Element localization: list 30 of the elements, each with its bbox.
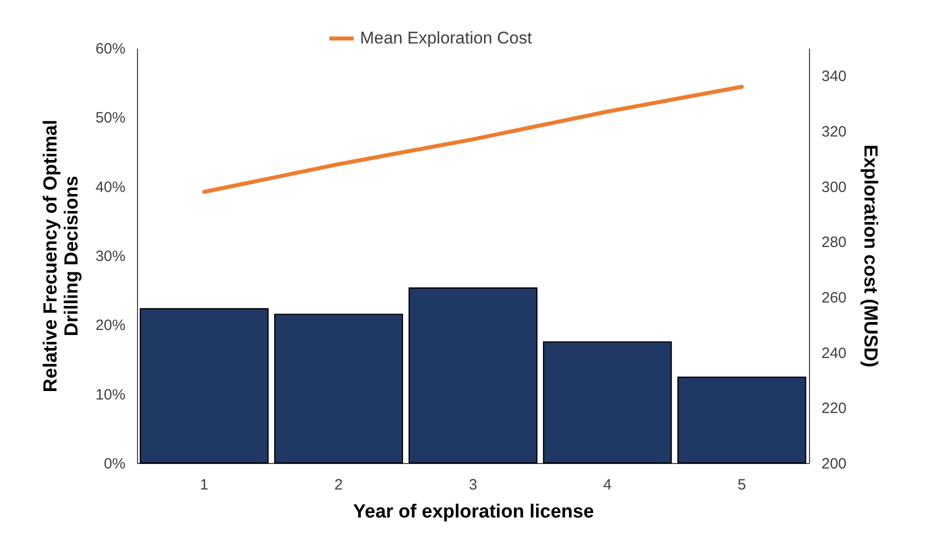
y2-tick-label: 320	[822, 124, 847, 140]
bar	[677, 376, 806, 464]
bar	[542, 341, 672, 464]
y-axis-title: Relative Frecuency of Optimal Drilling Decisions	[40, 120, 82, 392]
y2-tick-label: 220	[822, 400, 847, 418]
x-axis-title: Year of exploration license	[353, 502, 594, 522]
bar	[408, 287, 538, 464]
y2-tick-label: 240	[822, 344, 847, 362]
y2-tick-label: 340	[822, 68, 847, 86]
y-tick-label: 0%	[104, 456, 126, 472]
x-tick-label: 2	[334, 476, 343, 494]
y-tick-label: 50%	[95, 110, 126, 127]
x-tick-label: 4	[603, 476, 612, 494]
y-tick-label: 20%	[95, 317, 126, 334]
y2-tick-label: 200	[822, 456, 847, 472]
bar	[274, 314, 404, 464]
y2-tick-label: 280	[822, 234, 847, 252]
line-series	[202, 84, 744, 194]
legend-label: Mean Exploration Cost	[360, 28, 532, 48]
y-tick-label: 30%	[95, 248, 126, 265]
y-tick-label: 60%	[95, 40, 126, 58]
y-tick-label: 40%	[95, 178, 126, 196]
x-tick-label: 1	[200, 476, 208, 494]
x-tick-label: 3	[468, 476, 478, 494]
y2-axis-title: Exploration cost (MUSD)	[860, 144, 881, 368]
y-tick-label: 10%	[95, 386, 126, 404]
y2-tick-label: 300	[822, 178, 847, 196]
bar	[140, 308, 269, 464]
y2-tick-label: 260	[822, 290, 847, 306]
x-tick-label: 5	[738, 476, 746, 494]
